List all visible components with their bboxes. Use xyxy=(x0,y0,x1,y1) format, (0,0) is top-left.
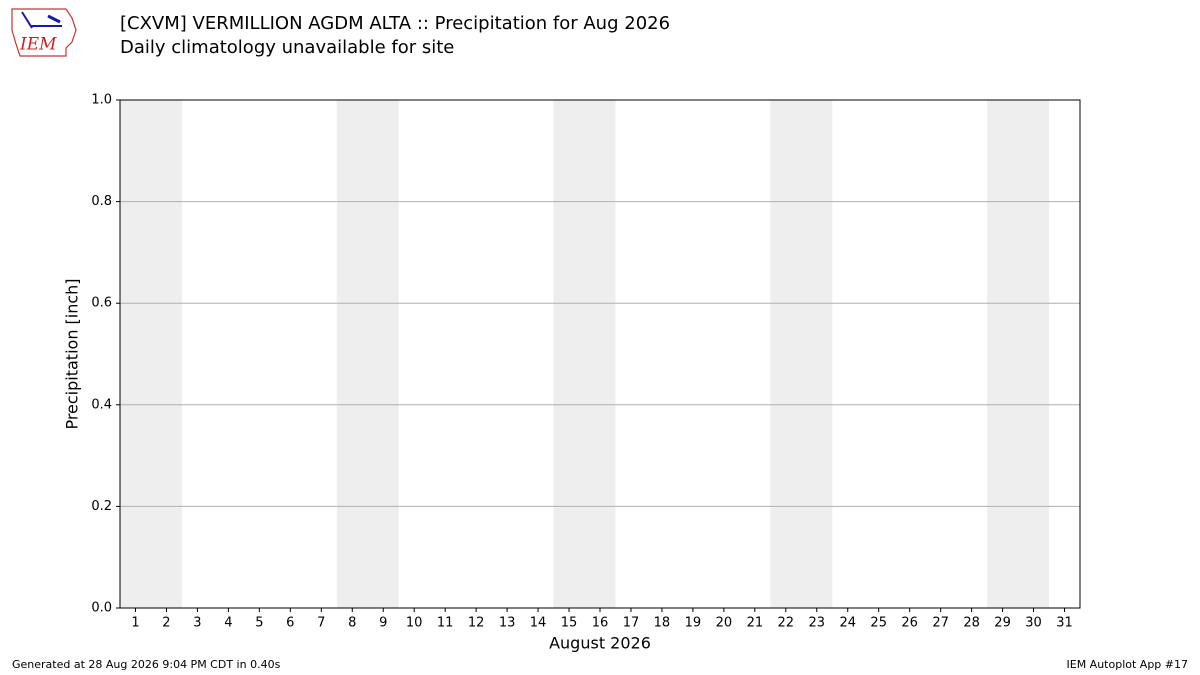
x-tick-label: 2 xyxy=(162,616,170,631)
logo-icon xyxy=(47,14,61,24)
chart-title: [CXVM] VERMILLION AGDM ALTA :: Precipita… xyxy=(120,13,670,34)
x-tick-label: 10 xyxy=(406,616,423,631)
x-tick-label: 24 xyxy=(839,616,856,631)
x-tick-label: 13 xyxy=(499,616,516,631)
y-tick-label: 0.6 xyxy=(91,296,112,311)
y-tick-label: 0.0 xyxy=(91,601,112,616)
x-tick-label: 19 xyxy=(685,616,702,631)
x-tick-label: 21 xyxy=(747,616,764,631)
logo-outline xyxy=(11,8,77,57)
x-tick-label: 27 xyxy=(932,616,949,631)
x-tick-label: 18 xyxy=(654,616,671,631)
x-tick-label: 6 xyxy=(286,616,294,631)
x-tick-label: 31 xyxy=(1056,616,1073,631)
x-axis-label: August 2026 xyxy=(549,634,651,653)
x-tick-label: 16 xyxy=(592,616,609,631)
y-tick-label: 0.2 xyxy=(91,499,112,514)
x-tick-label: 20 xyxy=(716,616,733,631)
x-tick-label: 3 xyxy=(193,616,201,631)
x-tick-label: 29 xyxy=(994,616,1011,631)
x-tick-label: 12 xyxy=(468,616,485,631)
logo-text: IEM xyxy=(19,35,57,55)
x-tick-label: 1 xyxy=(131,616,139,631)
footer-left: Generated at 28 Aug 2026 9:04 PM CDT in … xyxy=(12,658,281,671)
shaded-band xyxy=(987,100,1050,608)
y-tick-label: 0.4 xyxy=(91,397,112,412)
footer-right: IEM Autoplot App #17 xyxy=(1067,658,1189,671)
y-axis-label: Precipitation [inch] xyxy=(63,278,82,429)
x-tick-label: 7 xyxy=(317,616,325,631)
x-tick-label: 8 xyxy=(348,616,356,631)
shaded-band xyxy=(553,100,616,608)
shaded-band xyxy=(120,100,182,608)
x-tick-label: 25 xyxy=(870,616,887,631)
x-tick-label: 14 xyxy=(530,616,547,631)
x-tick-label: 22 xyxy=(778,616,795,631)
logo: IEM xyxy=(11,8,77,57)
x-tick-label: 28 xyxy=(963,616,980,631)
y-tick-label: 0.8 xyxy=(91,194,112,209)
plot-frame xyxy=(119,99,1081,609)
x-tick-label: 11 xyxy=(437,616,454,631)
x-tick-label: 15 xyxy=(561,616,578,631)
x-tick-label: 5 xyxy=(255,616,263,631)
y-tick-label: 1.0 xyxy=(91,93,112,108)
x-tick-label: 30 xyxy=(1025,616,1042,631)
shaded-band xyxy=(336,100,399,608)
x-tick-label: 9 xyxy=(379,616,387,631)
x-tick-label: 17 xyxy=(623,616,640,631)
x-tick-label: 23 xyxy=(809,616,826,631)
x-tick-label: 4 xyxy=(224,616,232,631)
shaded-band xyxy=(770,100,833,608)
x-tick-label: 26 xyxy=(901,616,918,631)
chart-subtitle: Daily climatology unavailable for site xyxy=(120,37,454,58)
